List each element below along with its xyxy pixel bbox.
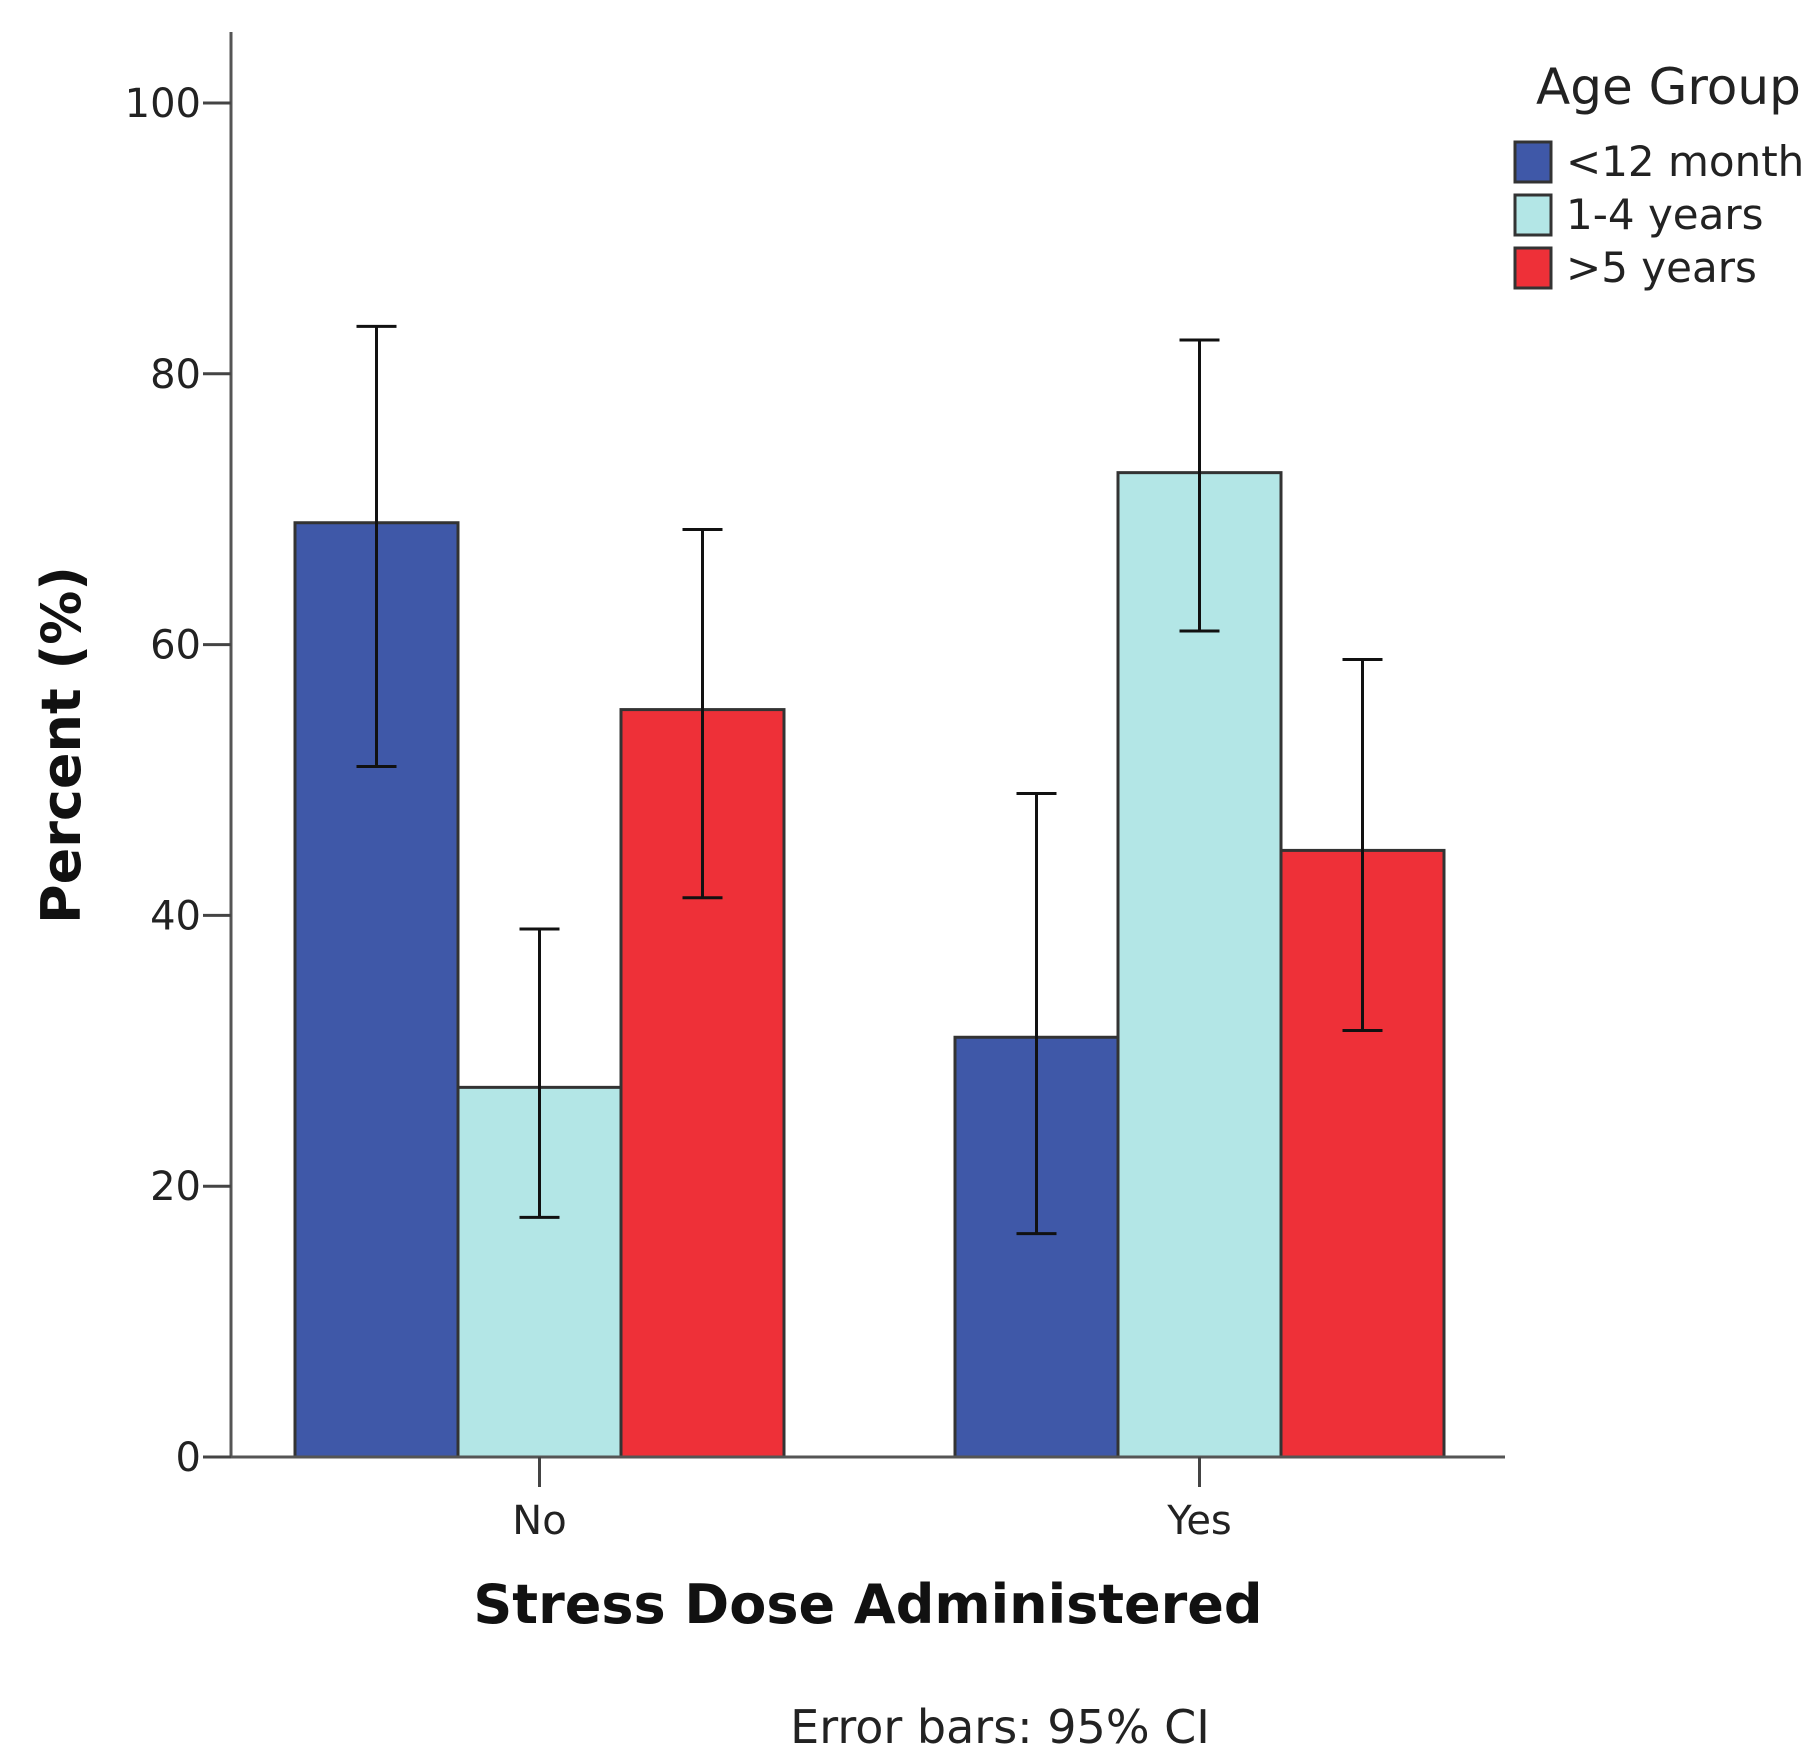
x-axis: No Yes (231, 1455, 1505, 1544)
y-tick-label: 20 (150, 1164, 201, 1210)
y-tick-label: 80 (150, 352, 201, 398)
bar-yes-series-1 (1116, 471, 1283, 1459)
x-tick-label: Yes (1166, 1498, 1232, 1544)
y-tick-label: 0 (176, 1435, 201, 1481)
legend-title: Age Group (1536, 58, 1801, 116)
y-axis: 0 20 40 60 80 100 (125, 32, 233, 1481)
legend-label: >5 years (1566, 243, 1757, 292)
legend-label: 1-4 years (1566, 190, 1764, 239)
error-bars-note: Error bars: 95% CI (790, 1700, 1210, 1749)
legend-swatch (1513, 140, 1553, 184)
legend-swatch (1513, 193, 1553, 237)
legend-swatch (1513, 246, 1553, 290)
error-bars-group (356, 324, 1383, 1236)
x-tick-label: No (512, 1498, 566, 1544)
bars-group (293, 471, 1446, 1459)
y-tick-label: 100 (125, 81, 201, 127)
x-axis-title: Stress Dose Administered (473, 1573, 1262, 1636)
y-axis-title: Percent (%) (30, 566, 93, 924)
y-tick-label: 40 (150, 893, 201, 939)
y-tick-label: 60 (150, 623, 201, 669)
legend-label: <12 months (1566, 137, 1805, 186)
